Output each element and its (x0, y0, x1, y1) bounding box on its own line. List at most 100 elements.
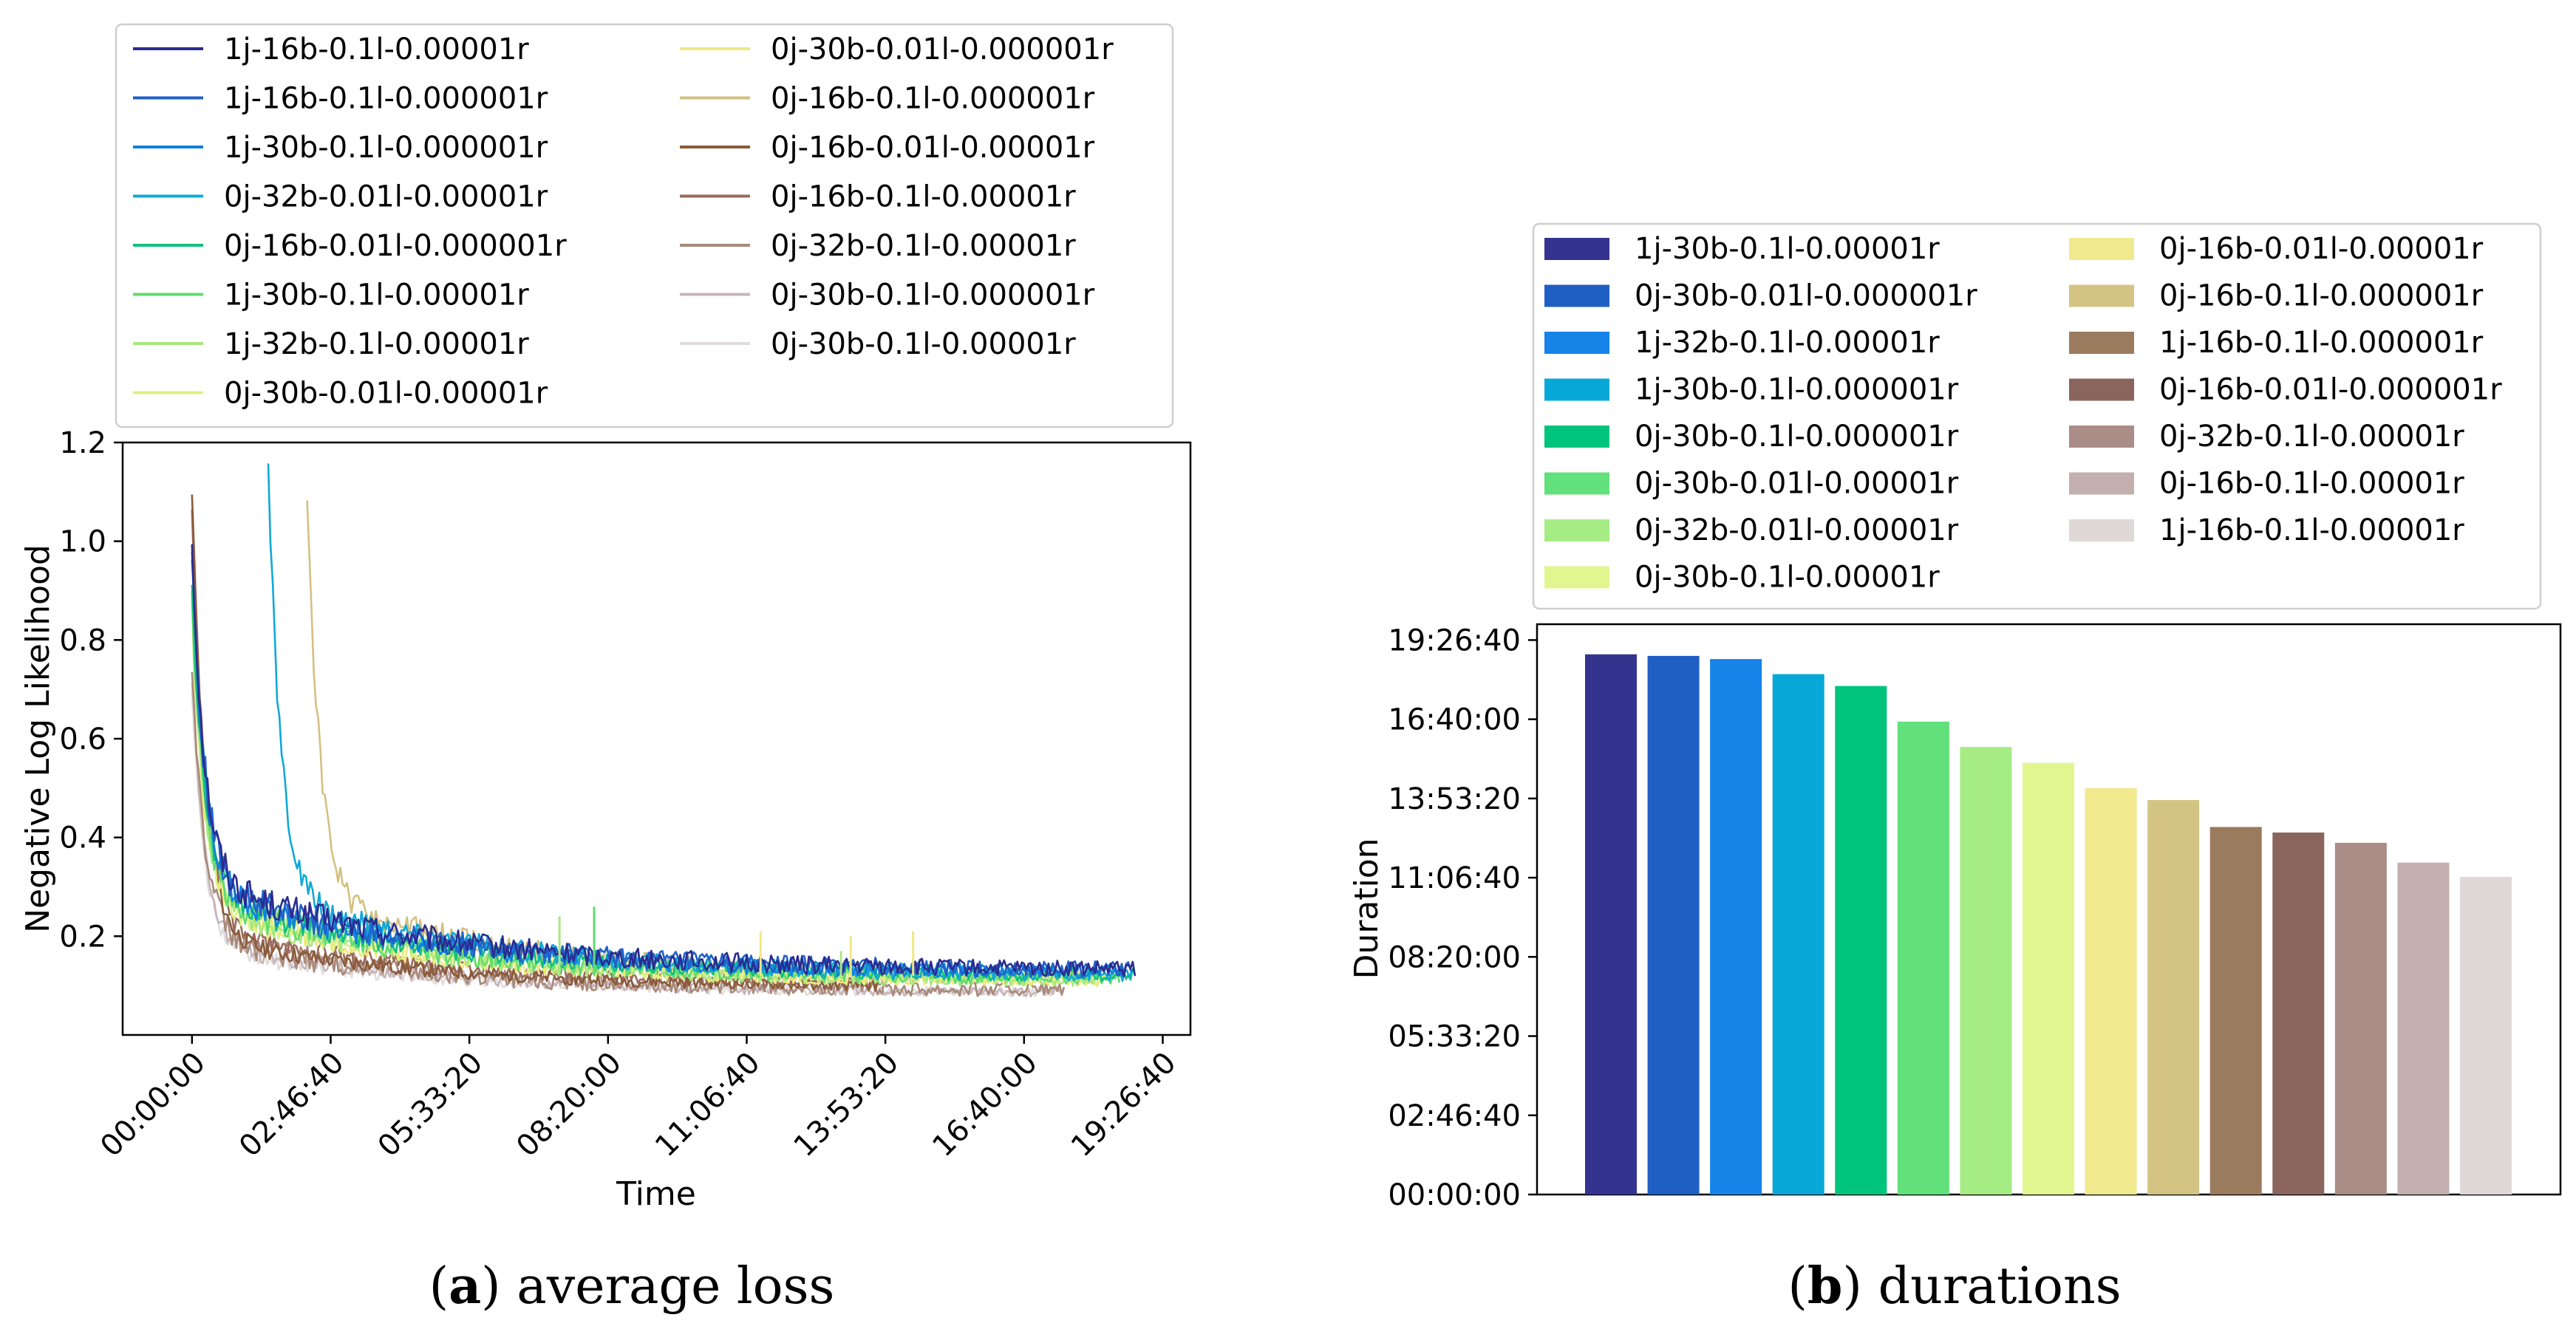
loss-y-axis-label: Negative Log Likelihood (19, 544, 57, 933)
duration-legend-label: 1j-30b-0.1l-0.00001r (1635, 232, 1940, 266)
duration-bar-0j-16b-0-1l-0-000001r (2147, 800, 2200, 1195)
loss-legend-label: 0j-30b-0.1l-0.00001r (771, 327, 1076, 361)
duration-bar-0j-32b-0-1l-0-00001r (2334, 842, 2387, 1195)
caption-b-letter: b (1807, 1257, 1843, 1316)
duration-legend-label: 0j-32b-0.1l-0.00001r (2159, 420, 2464, 454)
duration-bar-0j-30b-0-1l-0-00001r (2023, 762, 2074, 1195)
duration-legend-swatch-1j-30b-0-1l-0-00001r (1544, 238, 1609, 260)
duration-legend-swatch-0j-30b-0-01l-0-000001r (1544, 284, 1609, 307)
duration-legend-label: 0j-30b-0.1l-0.00001r (1635, 561, 1940, 595)
loss-legend-label: 1j-30b-0.1l-0.00001r (224, 278, 529, 312)
loss-x-tick-label: 19:26:40 (1065, 1046, 1183, 1164)
duration-legend-label: 0j-30b-0.1l-0.000001r (1635, 420, 1959, 454)
duration-ticks-group: 00:00:00 02:46:40 05:33:20 08:20:00 11:06:40… (1388, 623, 1537, 1212)
duration-bar-0j-30b-0-01l-0-000001r (1647, 655, 1700, 1195)
loss-x-tick-label: 08:20:00 (510, 1046, 628, 1164)
loss-legend-label: 0j-16b-0.01l-0.00001r (771, 131, 1095, 165)
duration-chart: 1j-30b-0.1l-0.00001r 0j-30b-0.01l-0.00000… (1348, 222, 2562, 1316)
loss-y-tick-label: 0.8 (59, 623, 106, 657)
duration-bar-1j-30b-0-1l-0-00001r (1585, 654, 1637, 1195)
duration-legend-label: 0j-30b-0.01l-0.00001r (1635, 467, 1959, 501)
loss-chart: 1j-16b-0.1l-0.00001r 1j-16b-0.1l-0.000001… (19, 23, 1192, 1316)
loss-legend-label: 0j-30b-0.01l-0.00001r (224, 377, 548, 411)
duration-legend-label: 1j-32b-0.1l-0.00001r (1635, 326, 1940, 360)
caption-b: (b) durations (1788, 1257, 2121, 1316)
duration-y-tick-label: 02:46:40 (1388, 1099, 1521, 1133)
duration-legend-swatch-1j-16b-0-1l-0-000001r (2069, 332, 2134, 354)
loss-legend-label: 1j-32b-0.1l-0.00001r (224, 327, 529, 361)
loss-series-0j-32b-0-01l-0-00001r (267, 463, 1135, 982)
loss-x-tick-label: 05:33:20 (372, 1046, 490, 1164)
loss-x-axis-label: Time (616, 1175, 696, 1213)
loss-legend-label: 0j-16b-0.1l-0.00001r (771, 180, 1076, 214)
loss-y-tick-label: 1.2 (59, 426, 106, 460)
duration-legend-swatch-1j-16b-0-1l-0-00001r (2069, 519, 2134, 541)
loss-series-0j-16b-0-1l-0-000001r (306, 500, 1093, 985)
loss-x-tick-label: 11:06:40 (649, 1046, 767, 1164)
duration-bar-0j-16b-0-01l-0-00001r (2085, 787, 2137, 1195)
caption-a: (a) average loss (429, 1257, 835, 1316)
loss-legend-label: 0j-30b-0.01l-0.000001r (771, 33, 1114, 66)
loss-x-tick-label: 13:53:20 (788, 1046, 906, 1164)
duration-y-tick-label: 08:20:00 (1388, 940, 1521, 974)
duration-bar-1j-16b-0-1l-0-000001r (2209, 827, 2262, 1195)
duration-legend-swatch-0j-30b-0-1l-0-00001r (1544, 566, 1609, 589)
duration-legend-label: 0j-32b-0.01l-0.00001r (1635, 513, 1959, 547)
loss-y-tick-label: 1.0 (59, 525, 106, 559)
duration-bar-1j-32b-0-1l-0-00001r (1710, 659, 1762, 1195)
duration-legend-label: 0j-16b-0.1l-0.00001r (2159, 467, 2464, 501)
duration-bar-0j-30b-0-1l-0-000001r (1835, 686, 1887, 1195)
duration-y-tick-label: 00:00:00 (1388, 1178, 1521, 1212)
duration-legend-swatch-0j-32b-0-1l-0-00001r (2069, 426, 2134, 448)
loss-legend-label: 1j-30b-0.1l-0.000001r (224, 131, 548, 165)
loss-legend-label: 0j-32b-0.1l-0.00001r (771, 229, 1076, 263)
duration-legend-label: 0j-16b-0.01l-0.000001r (2159, 373, 2502, 407)
duration-y-axis-label: Duration (1348, 838, 1386, 979)
duration-legend-swatch-1j-32b-0-1l-0-00001r (1544, 332, 1609, 354)
duration-bar-1j-16b-0-1l-0-00001r (2460, 877, 2512, 1195)
duration-legend-label: 0j-16b-0.1l-0.000001r (2159, 279, 2484, 313)
duration-legend-swatch-0j-16b-0-1l-0-000001r (2069, 284, 2134, 307)
duration-bars-group (1585, 654, 2512, 1195)
loss-series-group (191, 463, 1137, 998)
caption-b-text: durations (1862, 1257, 2122, 1316)
loss-series-1j-16b-0-1l-0-000001r (191, 551, 1136, 978)
loss-y-tick-label: 0.4 (59, 821, 106, 855)
duration-legend-swatch-0j-16b-0-01l-0-00001r (2069, 238, 2134, 260)
duration-y-tick-label: 16:40:00 (1388, 703, 1521, 737)
duration-legend-label: 1j-30b-0.1l-0.000001r (1635, 373, 1959, 407)
duration-legend-swatch-0j-16b-0-01l-0-000001r (2069, 378, 2134, 401)
duration-y-tick-label: 13:53:20 (1388, 782, 1521, 816)
duration-bar-0j-30b-0-01l-0-00001r (1897, 721, 1949, 1195)
loss-y-tick-label: 0.6 (59, 722, 106, 756)
loss-series-1j-16b-0-1l-0-00001r (191, 544, 1137, 977)
loss-legend-label: 0j-16b-0.01l-0.000001r (224, 229, 567, 263)
duration-legend-swatch-1j-30b-0-1l-0-000001r (1544, 378, 1609, 401)
duration-legend: 1j-30b-0.1l-0.00001r 0j-30b-0.01l-0.00000… (1532, 222, 2542, 610)
loss-y-tick-label: 0.2 (59, 920, 106, 954)
duration-y-tick-label: 19:26:40 (1388, 623, 1521, 657)
duration-bar-0j-16b-0-01l-0-000001r (2272, 832, 2325, 1195)
loss-ticks-group: 00:00:00 02:46:40 05:33:20 08:20:00 11:06:40… (59, 426, 1182, 1163)
duration-legend-swatch-0j-32b-0-01l-0-00001r (1544, 519, 1609, 541)
loss-legend-box (115, 23, 1174, 428)
duration-legend-swatch-0j-30b-0-1l-0-000001r (1544, 426, 1609, 448)
caption-a-letter: a (449, 1257, 481, 1316)
loss-legend-label: 0j-30b-0.1l-0.000001r (771, 278, 1095, 312)
loss-legend-label: 0j-16b-0.1l-0.000001r (771, 82, 1095, 116)
loss-legend-label: 1j-16b-0.1l-0.000001r (224, 82, 548, 116)
duration-bar-0j-32b-0-01l-0-00001r (1960, 747, 2012, 1195)
loss-x-tick-label: 00:00:00 (94, 1046, 212, 1164)
duration-legend-label: 1j-16b-0.1l-0.000001r (2159, 326, 2484, 360)
duration-legend-swatch-0j-16b-0-1l-0-00001r (2069, 472, 2134, 495)
duration-y-tick-label: 11:06:40 (1388, 861, 1521, 895)
caption-a-text: average loss (501, 1257, 835, 1316)
loss-series-0j-30b-0-1l-0-00001r (191, 691, 1064, 998)
duration-legend-label: 0j-16b-0.01l-0.00001r (2159, 232, 2484, 266)
duration-legend-swatch-0j-30b-0-01l-0-00001r (1544, 472, 1609, 495)
duration-legend-label: 1j-16b-0.1l-0.00001r (2159, 513, 2464, 547)
loss-legend-label: 1j-16b-0.1l-0.00001r (224, 33, 529, 66)
loss-legend: 1j-16b-0.1l-0.00001r 1j-16b-0.1l-0.000001… (115, 23, 1174, 428)
